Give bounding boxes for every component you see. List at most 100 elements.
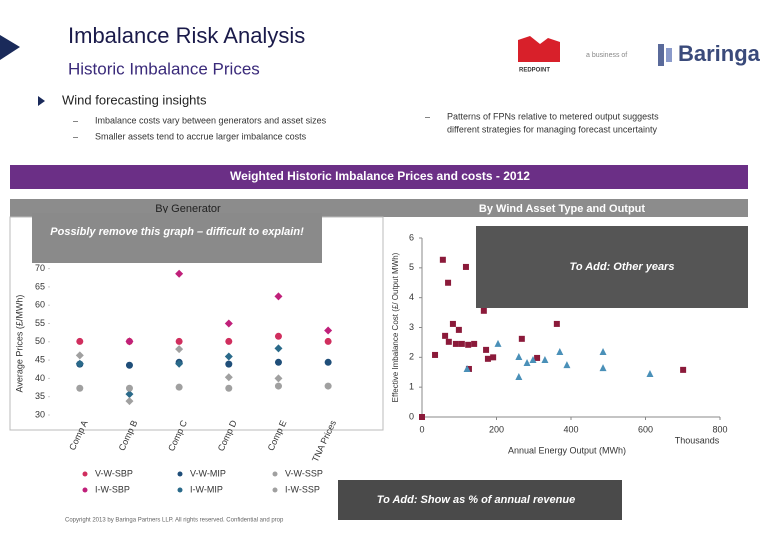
data-point [462, 263, 469, 270]
x-tick-label: TNA Prices [310, 418, 338, 463]
data-point [324, 382, 332, 390]
y-tick-label: 3 [409, 322, 414, 332]
data-point [490, 354, 497, 361]
sub-bullet: Imbalance costs vary between generators … [95, 115, 327, 125]
note-box [338, 480, 622, 520]
legend-marker [272, 471, 278, 477]
charts: Average Prices (£/MWh)303540455055606570… [14, 226, 727, 494]
data-point [274, 382, 282, 390]
panel-header [10, 199, 383, 217]
data-point [274, 332, 282, 340]
y-tick-label: 60 [35, 300, 45, 310]
data-point [599, 364, 607, 372]
title: Imbalance Risk Analysis [68, 23, 305, 48]
business-of: a business of [586, 52, 627, 59]
y-tick-label: 1 [409, 382, 414, 392]
legend-marker [177, 487, 183, 493]
y-tick-label: 65 [35, 281, 45, 291]
data-point [274, 292, 283, 301]
data-point [125, 390, 134, 399]
legend-marker [272, 487, 278, 493]
data-point [175, 345, 184, 354]
y-tick-label: 70 [35, 263, 45, 273]
data-point [224, 352, 233, 361]
banner-text: Weighted Historic Imbalance Prices and c… [230, 169, 530, 183]
data-point [494, 339, 502, 347]
data-point [432, 351, 439, 358]
panel-title: By Generator [155, 203, 221, 215]
data-point [225, 337, 233, 345]
data-point [599, 347, 607, 355]
legend-label: V-W-SBP [95, 468, 133, 478]
data-point [541, 356, 549, 364]
data-point [224, 373, 233, 382]
data-point [225, 384, 233, 392]
data-point [224, 319, 233, 328]
x-tick-label: Comp E [266, 419, 289, 453]
y-tick-label: 0 [409, 411, 414, 421]
banner [10, 165, 748, 189]
panel-header [375, 199, 748, 217]
header-arrow [0, 35, 20, 60]
x-axis-title: Annual Energy Output (MWh) [508, 445, 626, 455]
data-point [125, 361, 133, 369]
note: To Add: Other years [570, 261, 675, 273]
y-tick-label: 2 [409, 352, 414, 362]
x-tick-label: 0 [419, 424, 424, 434]
baringa-icon [658, 44, 664, 66]
data-point [445, 279, 452, 286]
data-point [175, 359, 184, 368]
data-point [324, 337, 332, 345]
data-point [483, 346, 490, 353]
y-tick-label: 40 [35, 373, 45, 383]
x-tick-label: 400 [563, 424, 578, 434]
dash: – [425, 111, 430, 121]
data-point [463, 364, 471, 372]
bullet-icon [38, 96, 45, 106]
data-point [480, 307, 487, 314]
legend-marker [177, 471, 183, 477]
data-point [563, 361, 571, 369]
note-box [32, 213, 322, 263]
y-tick-label: 55 [35, 318, 45, 328]
y-tick-label: 5 [409, 262, 414, 272]
data-point [274, 374, 283, 383]
baringa-icon [666, 48, 672, 62]
data-point [523, 359, 531, 367]
data-point [175, 269, 184, 278]
data-point [455, 326, 462, 333]
legend-marker [82, 487, 88, 493]
data-point [125, 337, 134, 346]
data-point [324, 326, 333, 335]
x-axis-unit: Thousands [675, 435, 720, 445]
legend-label: I-W-MIP [190, 484, 223, 494]
legend-marker [82, 471, 88, 477]
x-tick-label: 800 [712, 424, 727, 434]
data-point [465, 341, 472, 348]
dash: – [73, 131, 78, 141]
data-point [452, 340, 459, 347]
data-point [515, 373, 523, 381]
data-point [125, 384, 133, 392]
data-point [449, 320, 456, 327]
legend-label: V-W-SSP [285, 468, 323, 478]
overlays: Possibly remove this graph – difficult t… [32, 213, 748, 308]
y-tick-label: 4 [409, 292, 414, 302]
note: To Add: Show as % of annual revenue [377, 494, 575, 506]
y-tick-label: 45 [35, 354, 45, 364]
sub-bullet: Smaller assets tend to accrue larger imb… [95, 131, 307, 141]
data-point [274, 358, 282, 366]
sub-bullet: Patterns of FPNs relative to metered out… [447, 111, 659, 121]
data-point [529, 356, 537, 364]
data-point [445, 338, 452, 345]
x-tick-label: 600 [638, 424, 653, 434]
data-point [274, 344, 283, 353]
data-point [76, 337, 84, 345]
data-point [518, 335, 525, 342]
data-point [439, 256, 446, 263]
data-point [324, 358, 332, 366]
subtitle: Historic Imbalance Prices [68, 59, 260, 78]
data-point [646, 370, 654, 378]
note-box [476, 226, 748, 308]
data-point [471, 340, 478, 347]
